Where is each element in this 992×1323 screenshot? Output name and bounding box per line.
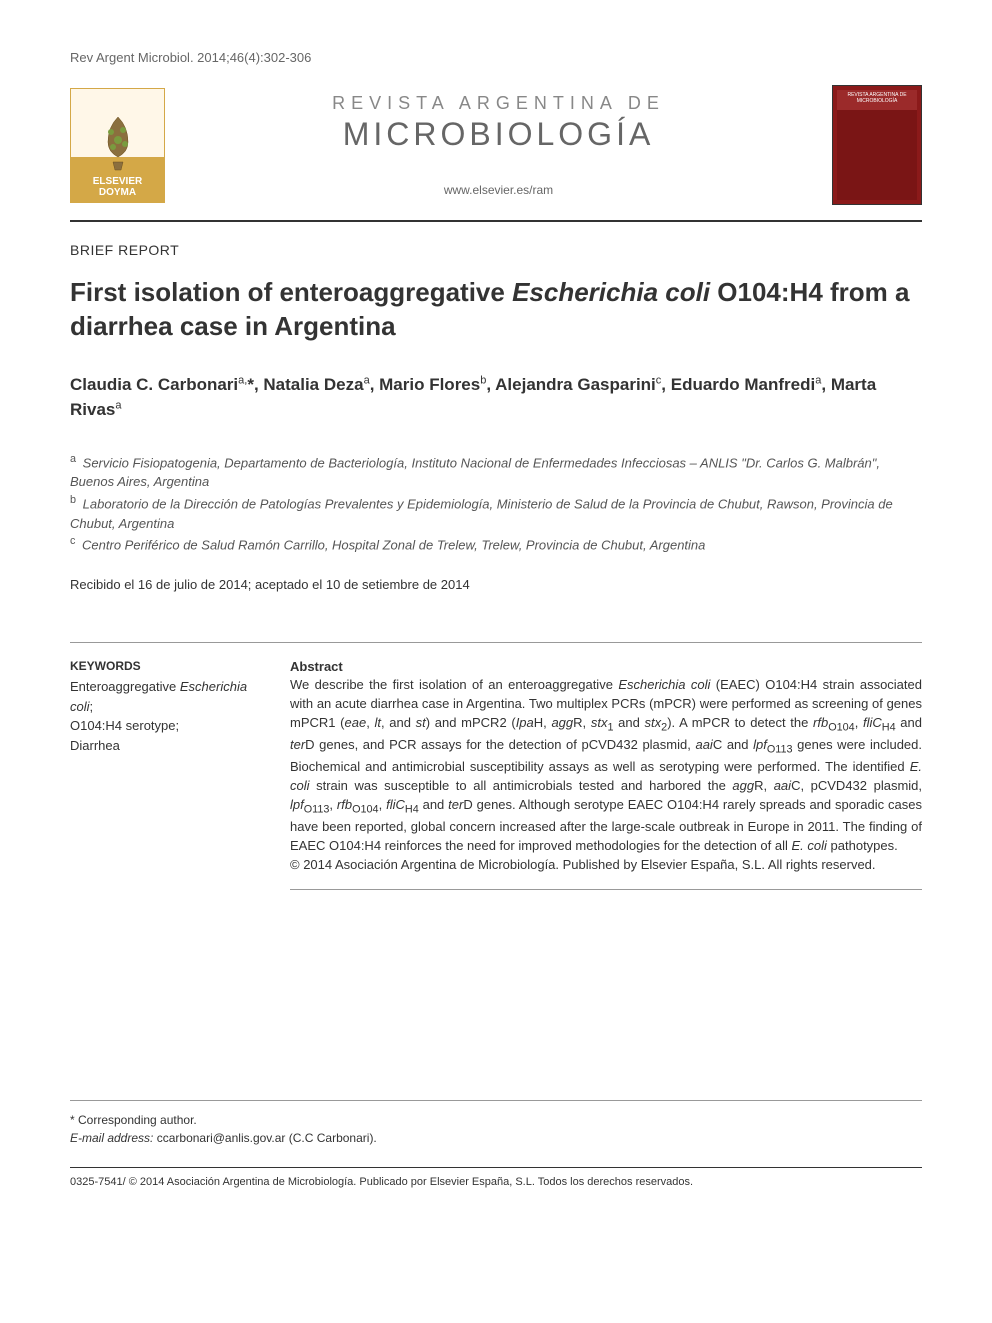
section-label: BRIEF REPORT [70,242,922,258]
citation-line: Rev Argent Microbiol. 2014;46(4):302-306 [70,50,922,65]
email-address: ccarbonari@anlis.gov.ar [157,1131,286,1145]
corresponding-email-line: E-mail address: ccarbonari@anlis.gov.ar … [70,1129,922,1147]
copyright-line: 0325-7541/ © 2014 Asociación Argentina d… [70,1167,922,1188]
article-dates: Recibido el 16 de julio de 2014; aceptad… [70,577,922,592]
keywords-body: Enteroaggregative Escherichia coli;O104:… [70,677,250,755]
affiliations: a Servicio Fisiopatogenia, Departamento … [70,451,922,555]
abstract-heading: Abstract [290,659,922,674]
article-title: First isolation of enteroaggregative Esc… [70,276,922,344]
email-name: (C.C Carbonari). [289,1131,377,1145]
email-label: E-mail address: [70,1131,153,1145]
corresponding-author: * Corresponding author. E-mail address: … [70,1111,922,1147]
affiliation-a: a Servicio Fisiopatogenia, Departamento … [70,451,922,492]
publisher-logo-text: ELSEVIER DOYMA [75,176,160,198]
publisher-logo: ELSEVIER DOYMA [70,88,165,203]
corresponding-label: * Corresponding author. [70,1111,922,1129]
footer-block: * Corresponding author. E-mail address: … [70,1100,922,1188]
keywords-heading: KEYWORDS [70,659,250,673]
keywords-block: KEYWORDS Enteroaggregative Escherichia c… [70,659,250,890]
journal-header: ELSEVIER DOYMA REVISTA ARGENTINA DE MICR… [70,85,922,222]
content-row: KEYWORDS Enteroaggregative Escherichia c… [70,642,922,890]
elsevier-tree-icon [93,112,143,172]
abstract-block: Abstract We describe the first isolation… [290,659,922,890]
abstract-body: We describe the first isolation of an en… [290,676,922,875]
cover-body [837,110,917,200]
affiliation-c: c Centro Periférico de Salud Ramón Carri… [70,533,922,555]
journal-cover-thumbnail: REVISTA ARGENTINA DE MICROBIOLOGÍA [832,85,922,205]
affiliation-b: b Laboratorio de la Dirección de Patolog… [70,492,922,533]
cover-title-strip: REVISTA ARGENTINA DE MICROBIOLOGÍA [837,90,917,110]
journal-pretitle: REVISTA ARGENTINA DE [185,93,812,114]
journal-title-block: REVISTA ARGENTINA DE MICROBIOLOGÍA www.e… [185,93,812,197]
journal-url: www.elsevier.es/ram [185,183,812,197]
author-list: Claudia C. Carbonaria,*, Natalia Dezaa, … [70,372,922,423]
journal-title: MICROBIOLOGÍA [185,116,812,153]
